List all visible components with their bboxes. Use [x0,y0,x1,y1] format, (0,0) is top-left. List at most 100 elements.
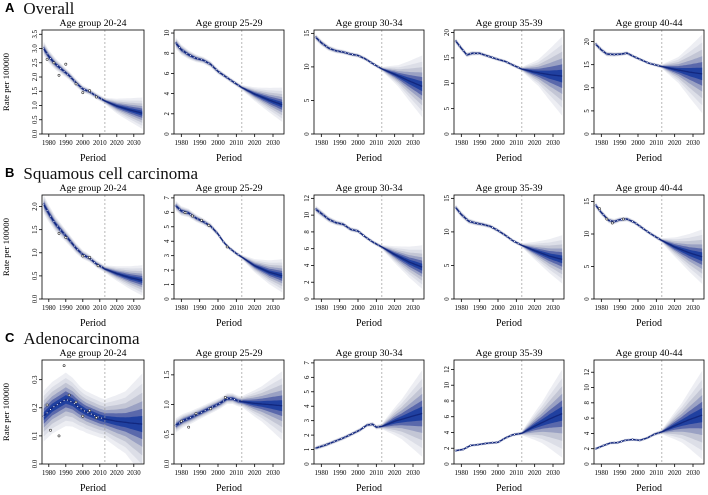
observed-point [369,239,372,242]
x-tick-label: 1980 [455,470,469,477]
observed-scatter-point [183,211,187,215]
fan-chart-svg: 1980 1990 2000 2010 2020 2030 0 2 4 6 8 10 Age group… [164,18,285,164]
uncertainty-band [595,203,703,274]
x-tick-label: 2030 [127,305,141,312]
x-tick-label: 1990 [59,140,73,147]
y-tick-label: 0.0 [32,294,39,303]
x-tick-label: 2020 [528,140,542,147]
observed-point [355,430,358,433]
observed-point [329,47,332,50]
observed-point [638,225,641,228]
y-tick-label: 2 [304,280,311,284]
observed-point [649,435,652,438]
observed-point [80,407,83,410]
y-tick-label: 6 [444,414,451,418]
observed-point [642,59,645,62]
x-tick-label: 2000 [351,305,365,312]
observed-point [495,441,498,444]
observed-point [631,54,634,57]
observed-point [465,218,468,221]
panel-title: Age group 30-34 [336,183,403,194]
observed-point [347,52,350,55]
y-tick-label: 12 [584,368,591,375]
observed-point [73,245,76,248]
panel-title: Age group 20-24 [60,348,127,359]
observed-point [613,220,616,223]
observed-point [454,449,457,452]
panel-b-25-29: 1980 1990 2000 2010 2020 2030 0 1 2 3 4 5 6 7 Age grou… [148,181,288,330]
observed-point [358,55,361,58]
observed-point [174,204,177,207]
observed-scatter-point [52,61,56,65]
observed-point [333,49,336,52]
observed-scatter-point [187,425,191,429]
y-tick-label: 10 [444,381,451,388]
observed-scatter-point [81,91,85,95]
plot-box [453,29,565,135]
plot-box [313,29,425,135]
observed-point [484,442,487,445]
fan-chart-svg: 1980 1990 2000 2010 2020 2030 0.0 0.1 0.2 0.3 Age … [1,348,145,494]
observed-point [358,429,361,432]
x-tick-label: 2020 [388,470,402,477]
x-tick-label: 2000 [76,305,90,312]
observed-point [635,438,638,441]
y-tick-label: 5 [444,106,451,110]
y-tick-label: 2 [164,112,171,116]
y-tick-label: 8 [584,401,591,405]
uncertainty-band [455,39,563,94]
observed-scatter-point [62,364,66,368]
uncertainty-band [175,39,283,116]
plot-box [173,194,285,300]
y-tick-label: 0.1 [32,432,39,441]
observed-point [649,62,652,65]
observed-point [469,52,472,55]
x-tick-label: 1990 [59,470,73,477]
x-tick-label: 1980 [595,140,609,147]
observed-point [369,423,372,426]
fan-chart-svg: 1980 1990 2000 2010 2020 2030 0 5 10 15 Age group … [584,183,705,329]
observed-scatter-point [74,400,78,404]
observed-point [366,237,369,240]
observed-point [336,439,339,442]
observed-point [646,230,649,233]
y-tick-label: 0 [444,297,451,301]
panel-a-40-44: 1980 1990 2000 2010 2020 2030 0 5 10 15 20 Age grou… [568,16,708,165]
plot-box [593,194,705,300]
y-tick-label: 15 [444,194,451,201]
y-tick-label: 12 [444,365,451,372]
observed-point [605,52,608,56]
x-axis-label: Period [496,153,522,164]
x-tick-label: 2000 [491,140,505,147]
fan-chart-svg: 1980 1990 2000 2010 2020 2030 0 2 4 6 8 10 12 Age gro… [444,348,565,494]
observed-point [344,51,347,54]
y-tick-label: 0.0 [32,459,39,468]
observed-point [229,79,232,82]
observed-point [627,218,630,221]
y-tick-label: 1.0 [32,248,39,257]
observed-point [80,86,83,89]
observed-scatter-point [96,264,100,268]
x-tick-label: 2020 [248,140,262,147]
observed-point [69,400,72,403]
observed-point [215,230,218,234]
observed-scatter-point [57,73,61,77]
y-tick-label: 6 [304,246,311,250]
y-tick-label: 0.2 [32,403,39,412]
observed-point [56,64,59,67]
observed-point [178,208,181,211]
x-tick-label: 2010 [510,305,524,312]
observed-point [613,53,616,56]
observed-point [366,58,369,62]
observed-point [498,58,501,61]
observed-scatter-point [57,434,61,438]
observed-point [491,56,494,59]
x-tick-label: 1990 [473,305,487,312]
y-tick-label: 0 [584,132,591,136]
observed-scatter-point [88,409,92,412]
observed-point [318,39,321,43]
fan-chart-svg: 1980 1990 2000 2010 2020 2030 0 1 2 3 4 5 6 7 Age grou… [164,183,285,329]
observed-point [329,442,332,445]
observed-point [314,447,317,450]
y-axis-label: Rate per 100000 [1,382,11,441]
